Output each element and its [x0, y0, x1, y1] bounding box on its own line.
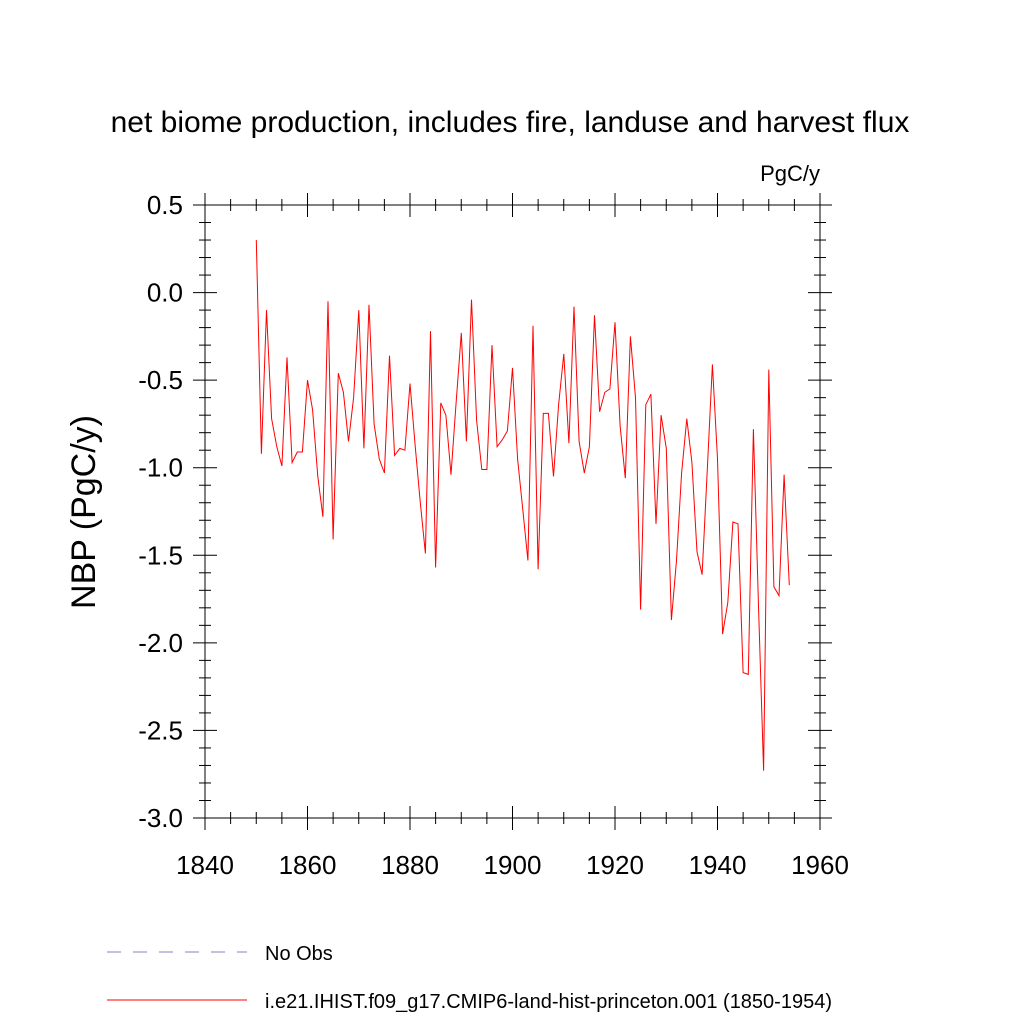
y-tick-label: -1.0: [138, 453, 183, 483]
x-tick-label: 1880: [381, 850, 439, 880]
x-tick-label: 1900: [484, 850, 542, 880]
x-tick-label: 1920: [586, 850, 644, 880]
x-tick-label: 1860: [279, 850, 337, 880]
units-label: PgC/y: [760, 161, 820, 186]
legend: No Obs i.e21.IHIST.f09_g17.CMIP6-land-hi…: [107, 943, 832, 1013]
legend-label-no-obs: No Obs: [265, 943, 333, 965]
legend-label-model-run: i.e21.IHIST.f09_g17.CMIP6-land-hist-prin…: [265, 991, 832, 1013]
y-tick-label: 0.5: [147, 190, 183, 220]
nbp-series-line: [255, 239, 790, 771]
chart-title: net biome production, includes fire, lan…: [111, 106, 910, 139]
y-tick-label: -1.5: [138, 540, 183, 570]
y-tick-label: -2.5: [138, 715, 183, 745]
x-tick-label: 1940: [689, 850, 747, 880]
y-axis-label: NBP (PgC/y): [65, 415, 103, 609]
x-tick-label: 1960: [791, 850, 849, 880]
x-tick-label: 1840: [176, 850, 234, 880]
y-tick-label: -0.5: [138, 365, 183, 395]
plot-frame: [204, 204, 821, 819]
y-tick-label: -3.0: [138, 803, 183, 833]
y-tick-label: 0.0: [147, 278, 183, 308]
axes: 1840 1860 1880 1900 1920 1940 1960 0.5 0.0 -0.5 -1…: [138, 190, 849, 880]
y-tick-label: -2.0: [138, 628, 183, 658]
